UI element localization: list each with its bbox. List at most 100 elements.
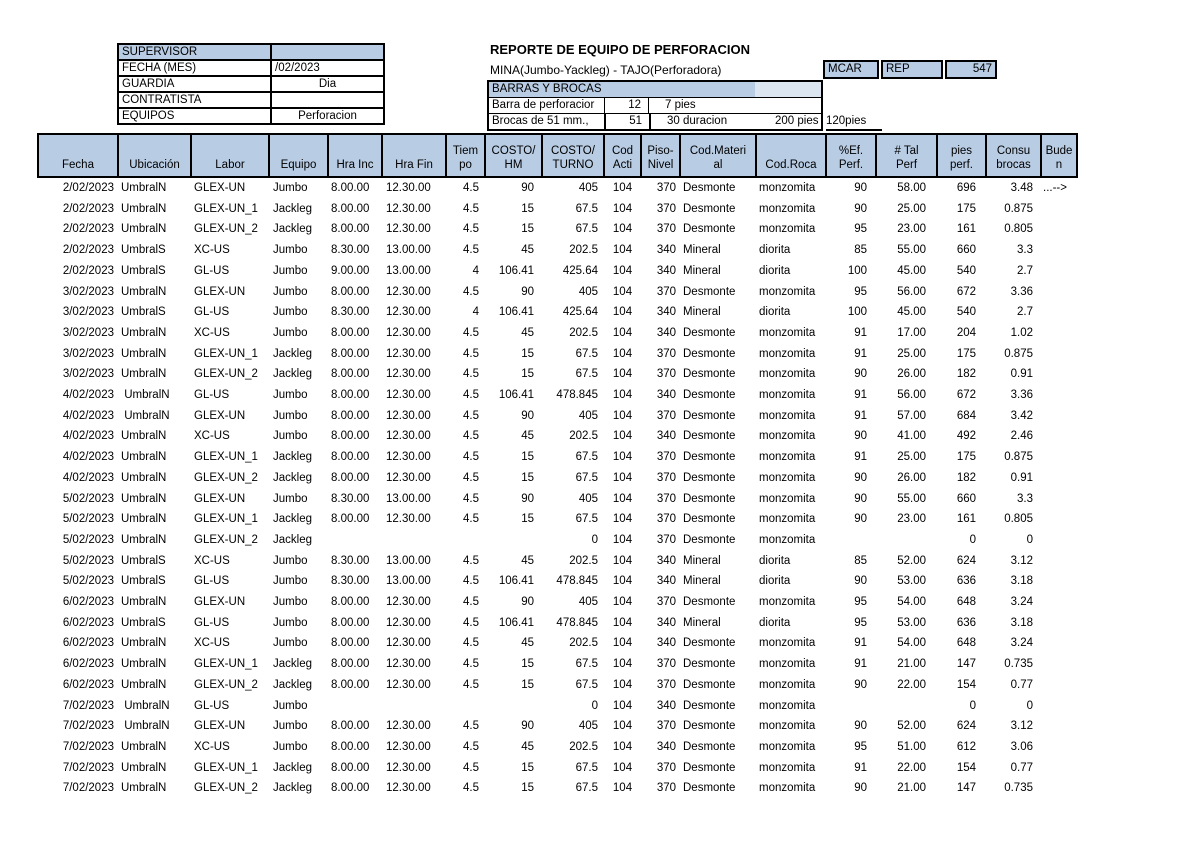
table-row: 7/02/2023 UmbralN GLEX-UN_2 Jackleg 8.00.00 1…	[38, 778, 1077, 799]
table-cell: 45	[521, 554, 534, 567]
table-cell: 4.5	[463, 492, 479, 505]
table-cell: 12.30.00	[386, 720, 431, 733]
table-cell: 154	[956, 761, 976, 774]
info-row-guardia: GUARDIA Dia	[117, 75, 385, 93]
table-cell: 52.00	[897, 554, 926, 567]
table-cell: Desmonte	[683, 326, 736, 339]
table-cell: 104	[612, 658, 633, 671]
table-cell: GL-US	[194, 699, 230, 712]
table-cell: 104	[612, 513, 633, 526]
table-cell: 91	[854, 347, 867, 360]
column-header: Tiem po	[445, 133, 486, 178]
table-cell: 0.77	[1010, 678, 1033, 691]
table-cell: 100	[847, 306, 867, 319]
code-rep: REP	[881, 60, 943, 79]
table-cell: 4.5	[463, 244, 479, 257]
table-cell	[1041, 426, 1077, 447]
table-cell: 370	[656, 182, 676, 194]
table-cell: Desmonte	[683, 761, 736, 774]
table-cell: 104	[612, 699, 633, 712]
table-cell: Desmonte	[683, 533, 736, 546]
table-cell: 2.46	[1010, 430, 1033, 443]
table-cell	[1041, 716, 1077, 737]
table-cell: 478.845	[556, 616, 598, 629]
table-cell: Jackleg	[273, 761, 312, 774]
table-cell: Desmonte	[683, 451, 736, 464]
table-cell: GLEX-UN_1	[194, 761, 258, 774]
table-cell: 6/02/2023	[62, 678, 114, 691]
table-cell: 4.5	[463, 202, 479, 215]
table-cell: 340	[656, 306, 676, 319]
table-cell: 104	[612, 264, 633, 277]
table-cell: UmbralN	[121, 285, 167, 298]
table-cell: 67.5	[575, 202, 598, 215]
table-cell: 67.5	[575, 347, 598, 360]
table-cell: 8.00.00	[331, 658, 370, 671]
table-cell: 492	[956, 430, 976, 443]
table-cell: 12.30.00	[386, 430, 431, 443]
brocas-row: Brocas de 51 mm., 51 30 duracion 200 pie…	[489, 113, 821, 129]
table-cell	[826, 530, 876, 551]
table-cell: 12.30.00	[386, 513, 431, 526]
table-cell: 91	[854, 658, 867, 671]
table-cell: 4.5	[463, 389, 479, 402]
table-cell: Jumbo	[273, 740, 308, 753]
table-cell: 12.30.00	[386, 782, 431, 795]
table-cell	[446, 696, 485, 717]
table-cell	[1041, 675, 1077, 696]
table-cell: 182	[956, 471, 976, 484]
table-cell: Desmonte	[683, 492, 736, 505]
table-cell: 7/02/2023	[62, 782, 114, 795]
table-cell: 4.5	[463, 513, 479, 526]
table-cell: UmbralN	[121, 658, 167, 671]
table-cell: 26.00	[897, 368, 926, 381]
table-cell: 67.5	[575, 761, 598, 774]
table-cell: 57.00	[897, 409, 926, 422]
table-row: 4/02/2023 UmbralN GLEX-UN_2 Jackleg 8.00.00 1…	[38, 468, 1077, 489]
table-cell: monzomita	[759, 596, 816, 609]
table-cell: 4.5	[463, 761, 479, 774]
table-cell: Desmonte	[683, 471, 736, 484]
table-cell: 0.875	[1004, 202, 1033, 215]
table-cell: monzomita	[759, 347, 816, 360]
table-cell: 106.41	[498, 264, 534, 277]
table-cell: 85	[854, 244, 867, 257]
table-cell: 202.5	[569, 326, 598, 339]
info-panel: SUPERVISOR FECHA (MES) /02/2023 GUARDIA …	[117, 43, 385, 125]
table-cell: 45.00	[897, 306, 926, 319]
table-cell: 15	[521, 761, 534, 774]
column-header: Ubicación	[117, 133, 192, 178]
table-cell: 9.00.00	[331, 264, 370, 277]
table-cell: 90	[854, 720, 867, 733]
table-cell: GLEX-UN_1	[194, 202, 258, 215]
table-cell: 104	[612, 782, 633, 795]
table-cell: Desmonte	[683, 389, 736, 402]
main-table: Fecha Ubicación Labor Equipo Hra Inc Hra Fin T…	[37, 133, 1078, 799]
table-cell: UmbralN	[121, 492, 167, 505]
table-cell: 91	[854, 451, 867, 464]
barra-qty: 12	[605, 98, 649, 113]
table-cell: 104	[612, 223, 633, 236]
table-cell: UmbralN	[121, 347, 167, 360]
table-cell: 202.5	[569, 637, 598, 650]
table-cell: monzomita	[759, 389, 816, 402]
table-cell: 6/02/2023	[62, 637, 114, 650]
table-cell: Jumbo	[273, 182, 308, 194]
table-cell: 4.5	[463, 658, 479, 671]
table-cell: 52.00	[897, 720, 926, 733]
table-cell: monzomita	[759, 740, 816, 753]
table-row: 5/02/2023 UmbralS XC-US Jumbo 8.30.00 13.00.0…	[38, 551, 1077, 572]
table-cell: 15	[521, 678, 534, 691]
table-cell: 90	[854, 182, 867, 194]
column-header: Consu brocas	[985, 133, 1042, 178]
table-cell: 12.30.00	[386, 306, 431, 319]
table-cell: Desmonte	[683, 740, 736, 753]
table-cell: 13.00.00	[386, 264, 431, 277]
table-cell: 8.00.00	[331, 451, 370, 464]
table-cell	[1041, 219, 1077, 240]
barras-title-row: BARRAS Y BROCAS	[489, 82, 821, 97]
table-row: 7/02/2023 UmbralN GLEX-UN_1 Jackleg 8.00.00 1…	[38, 758, 1077, 779]
table-cell: 0	[1026, 533, 1033, 546]
table-cell: Mineral	[683, 306, 721, 319]
table-cell: UmbralN	[121, 699, 170, 712]
